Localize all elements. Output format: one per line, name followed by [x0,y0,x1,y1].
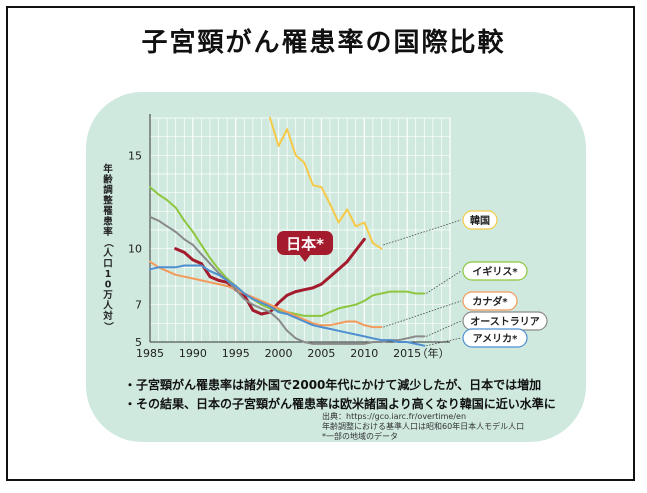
y-axis-label-char: 対 [102,310,113,322]
y-axis-label-char: 調 [103,184,113,196]
y-axis-label-char: 口 [103,259,113,270]
legend-pill [462,210,498,230]
y-axis-label-char: 人 [103,300,113,312]
y-tick-label: 10 [128,243,142,256]
legend-leader [383,219,462,246]
series-line [149,260,383,329]
page-title: 子宮頸がん罹患率の国際比較 [141,28,506,58]
y-tick-label: 7 [135,299,142,312]
legend-label: オーストラリア [470,316,540,328]
legend-label: 韓国 [470,214,490,227]
source-notes: 出典：https://gco.iarc.fr/overtime/en 年齢調整に… [322,412,582,442]
note-2: ・その結果、日本の子宮頸がん罹患率は欧米諸国より高くなり韓国に近い水準に [124,397,556,411]
y-axis-label-char: 1 [105,269,112,280]
legend-pill [462,291,518,311]
x-tick-label: 1990 [179,347,207,360]
y-axis-label-char: 人 [103,247,113,259]
notes: ・子宮頸がん罹患率は諸外国で2000年代にかけて減少したが、日本では増加 ・その… [124,376,584,414]
legend-label: イギリス* [472,265,518,278]
x-tick-label: 2010 [350,347,378,360]
source-url: 出典：https://gco.iarc.fr/overtime/en [322,412,467,421]
x-tick-label: 1985 [136,347,164,360]
y-axis-label-char: 年 [103,163,113,175]
series-line [149,215,426,345]
y-axis-label-char: 0 [105,280,112,291]
legend-pill [462,328,528,348]
y-tick-label: 5 [135,336,142,349]
source-basis: 年齢調整における基準人口は昭和60年日本人モデル人口 [322,422,525,431]
chart-series [149,117,426,347]
x-tick-label: 1995 [222,347,250,360]
legend-leader [426,270,462,294]
y-axis-label-char: （ [102,238,114,248]
callout-label: 日本* [286,235,324,253]
callout-pointer [299,254,311,262]
y-axis-label-char: 万 [102,290,113,301]
y-tick-label: 15 [128,149,142,162]
legend-pill [462,261,528,281]
note-1: ・子宮頸がん罹患率は諸外国で2000年代にかけて減少したが、日本では増加 [124,378,542,392]
x-unit-label: （年） [417,346,450,360]
series-line [149,264,426,347]
y-axis-label-char: 齢 [103,174,113,186]
y-axis-label-char: ） [102,322,114,332]
x-tick-label: 2015 [393,347,421,360]
source-footnote: *一部の地域のデータ [322,432,398,441]
y-axis-label-char: 率 [103,226,113,238]
legend-leader [426,320,462,337]
legend-label: カナダ* [472,295,508,308]
x-tick-label: 2005 [307,347,335,360]
y-axis-label-char: 患 [103,216,113,228]
y-axis-label-char: 整 [102,195,113,207]
series-line [269,117,383,250]
legend-label: アメリカ* [473,333,518,345]
callout-box [277,231,333,255]
y-axis-label-char: 罹 [103,206,113,217]
x-tick-label: 2000 [265,347,293,360]
chart-grid [149,117,451,343]
